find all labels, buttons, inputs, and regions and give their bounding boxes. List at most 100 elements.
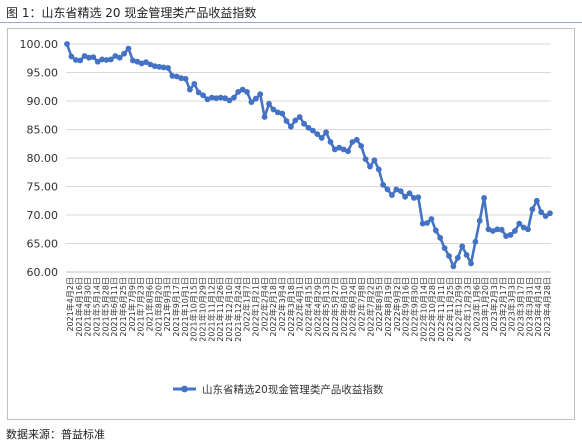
data-point (226, 97, 233, 104)
x-tick-label: 2021年12月10日 (224, 277, 234, 342)
x-tick-label: 2022年5月27日 (330, 277, 340, 337)
data-point (424, 220, 430, 226)
x-tick-label: 2022年3月4日 (277, 277, 287, 332)
x-tick-label: 2021年9月17日 (171, 277, 181, 337)
data-point (415, 194, 422, 201)
legend-label: 山东省精选20现金管理类产品收益指数 (202, 383, 384, 396)
x-tick-label: 2023年3月31日 (524, 277, 534, 337)
x-tick-label: 2022年4月29日 (312, 277, 322, 337)
data-point (472, 238, 479, 245)
x-tick-label: 2021年10月1日 (180, 277, 190, 337)
data-point (353, 136, 360, 143)
data-point (147, 61, 154, 68)
data-point (432, 227, 439, 234)
data-point (437, 234, 444, 241)
data-point (138, 60, 145, 67)
y-axis-ticks: 60.00 65.00 70.00 75.00 80.00 85.00 90.00 95.00… (20, 38, 59, 279)
data-point (349, 139, 356, 145)
data-point (266, 100, 272, 107)
data-point (419, 220, 426, 227)
x-tick-label: 2021年9月3日 (162, 277, 172, 332)
data-point (450, 263, 457, 270)
data-point (204, 96, 211, 103)
data-point (340, 146, 347, 153)
data-point (516, 220, 523, 227)
data-point (292, 117, 299, 124)
data-point (542, 213, 549, 220)
data-point (533, 197, 540, 204)
data-point (512, 228, 518, 234)
x-tick-label: 2021年10月29日 (198, 277, 208, 342)
x-tick-label: 2022年9月2日 (392, 277, 402, 332)
data-point (367, 163, 373, 170)
legend-marker (181, 385, 188, 393)
data-point (380, 181, 386, 188)
data-point (191, 81, 198, 87)
x-tick-label: 2023年1月6日 (471, 277, 481, 332)
data-point (288, 123, 294, 130)
x-tick-label: 2022年8月19日 (383, 277, 393, 337)
data-point (318, 135, 325, 141)
data-point (538, 209, 545, 216)
x-tick-label: 2021年11月26日 (215, 277, 225, 342)
data-point (64, 41, 70, 47)
x-tick-label: 2022年1月21日 (251, 277, 261, 337)
data-point (125, 45, 132, 52)
x-tick-label: 2023年3月3日 (507, 277, 517, 332)
data-point (411, 195, 417, 201)
y-tick-label: 70.00 (27, 209, 59, 222)
data-point (283, 118, 290, 124)
data-point (108, 56, 114, 63)
data-point (116, 54, 123, 61)
data-point (248, 99, 255, 105)
data-point (187, 86, 193, 93)
chart-frame (7, 28, 575, 420)
data-point (331, 146, 338, 153)
data-point (446, 253, 452, 259)
x-tick-label: 2022年3月18日 (286, 277, 296, 337)
data-point (112, 53, 119, 59)
x-tick-label: 2022年5月13日 (321, 277, 331, 337)
x-tick-label: 2022年10月14日 (418, 277, 428, 342)
data-point (165, 65, 171, 71)
x-tick-label: 2021年4月30日 (83, 277, 93, 337)
data-point (94, 58, 101, 65)
data-point (200, 92, 207, 99)
data-point (358, 143, 365, 149)
x-axis-ticks: 2021年4月2日 2021年4月16日 2021年4月30日 2021年5月14日 2… (65, 277, 552, 342)
x-tick-label: 2022年4月1日 (295, 277, 305, 332)
data-point (121, 50, 127, 57)
x-tick-label: 2023年4月14日 (533, 277, 543, 337)
x-tick-label: 2022年2月4日 (259, 277, 269, 332)
x-tick-label: 2022年12月23日 (463, 277, 473, 342)
data-point (244, 89, 250, 95)
x-tick-label: 2021年5月14日 (92, 277, 102, 337)
data-point (314, 131, 321, 138)
x-tick-label: 2023年1月20日 (480, 277, 490, 337)
data-point (529, 206, 536, 213)
x-tick-label: 2022年7月22日 (365, 277, 375, 337)
data-point (301, 120, 307, 127)
x-tick-label: 2022年6月10日 (339, 277, 349, 337)
y-tick-label: 85.00 (27, 124, 59, 137)
data-point (459, 243, 466, 250)
x-tick-label: 2021年5月28日 (100, 277, 110, 337)
x-tick-label: 2021年4月16日 (74, 277, 84, 337)
data-point (503, 233, 509, 240)
data-point (182, 75, 189, 82)
data-point (485, 226, 492, 233)
data-point (143, 59, 149, 66)
x-tick-label: 2021年8月6日 (145, 277, 155, 332)
x-tick-label: 2021年8月20日 (153, 277, 163, 337)
data-point (169, 73, 176, 79)
data-point (454, 254, 461, 261)
y-tick-label: 95.00 (27, 67, 59, 80)
data-point (222, 95, 229, 102)
data-point (270, 106, 277, 113)
data-point (239, 86, 246, 93)
data-point (393, 186, 400, 193)
data-point (463, 252, 470, 258)
x-tick-label: 2021年12月24日 (233, 277, 243, 342)
data-source: 数据来源：普益标准 (6, 428, 105, 441)
x-tick-label: 2021年6月11日 (109, 277, 119, 337)
